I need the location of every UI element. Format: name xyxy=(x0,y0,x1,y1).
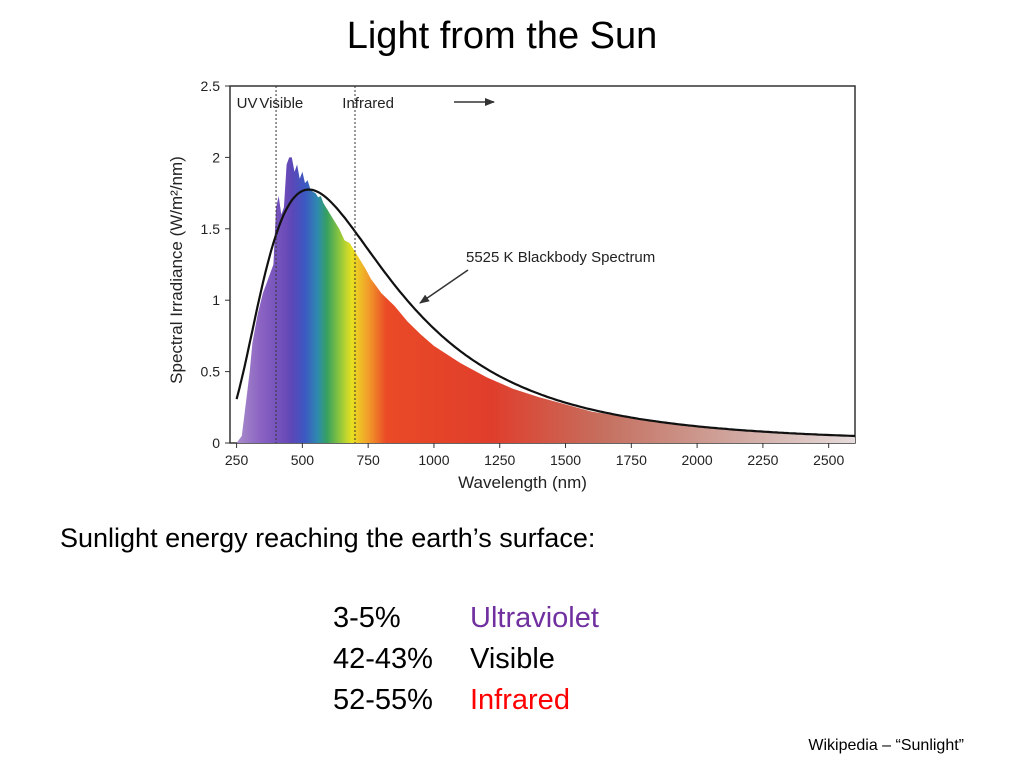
x-tick-label: 750 xyxy=(356,452,380,468)
x-tick-label: 2250 xyxy=(747,452,778,468)
x-tick-label: 2000 xyxy=(682,452,713,468)
y-axis-label: Spectral Irradiance (W/m²/nm) xyxy=(167,156,186,384)
region-label: UV xyxy=(237,95,258,112)
subtitle: Sunlight energy reaching the earth’s sur… xyxy=(60,523,596,553)
solar-spectrum-chart: UV Visible Infrared 5525 K Blackbody Spectr… xyxy=(167,78,856,492)
y-tick-label: 2.5 xyxy=(201,78,221,94)
blackbody-pointer xyxy=(419,269,469,304)
curve-label: 5525 K Blackbody Spectrum xyxy=(466,249,655,266)
y-tick-label: 1.5 xyxy=(201,221,221,237)
y-tick-label: 2 xyxy=(212,149,220,165)
stat-label: Ultraviolet xyxy=(470,602,599,634)
region-label: Visible xyxy=(259,95,303,112)
slide-title: Light from the Sun xyxy=(346,15,658,57)
energy-breakdown: 3-5% Ultraviolet 42-43% Visible 52-55% Infr… xyxy=(333,598,599,721)
stat-percent: 42-43% xyxy=(333,643,433,675)
stat-label: Infrared xyxy=(470,684,570,716)
x-tick-label: 1250 xyxy=(484,452,515,468)
stat-percent: 3-5% xyxy=(333,602,401,634)
x-axis-label: Wavelength (nm) xyxy=(458,473,587,492)
source-credit: Wikipedia – “Sunlight” xyxy=(808,737,964,754)
y-tick-label: 0 xyxy=(212,435,220,451)
region-label: Infrared xyxy=(342,95,394,112)
stat-row-ultraviolet: 3-5% Ultraviolet xyxy=(333,598,599,639)
stat-percent: 52-55% xyxy=(333,684,433,716)
y-tick-label: 1 xyxy=(212,292,220,308)
x-tick-label: 250 xyxy=(225,452,249,468)
measured-spectrum-area xyxy=(236,157,855,443)
stat-label: Visible xyxy=(470,643,555,675)
x-tick-label: 1000 xyxy=(418,452,449,468)
x-tick-label: 1500 xyxy=(550,452,581,468)
blackbody-curve xyxy=(235,188,856,438)
x-tick-label: 500 xyxy=(291,452,315,468)
stat-row-visible: 42-43% Visible xyxy=(333,639,599,680)
x-tick-label: 1750 xyxy=(616,452,647,468)
stat-row-infrared: 52-55% Infrared xyxy=(333,680,599,721)
x-tick-label: 2500 xyxy=(813,452,844,468)
y-tick-label: 0.5 xyxy=(201,364,221,380)
